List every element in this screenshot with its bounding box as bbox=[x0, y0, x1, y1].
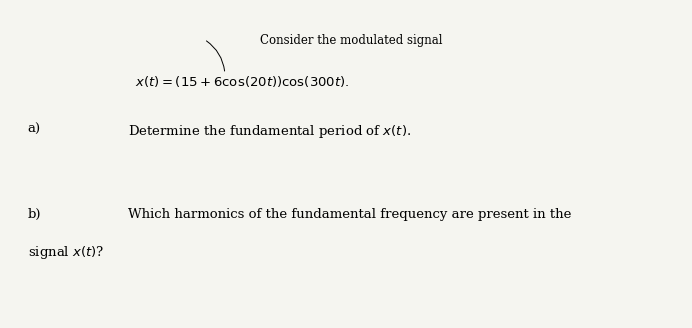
Text: Consider the modulated signal: Consider the modulated signal bbox=[260, 34, 442, 48]
Text: signal $x(t)$?: signal $x(t)$? bbox=[28, 244, 104, 261]
Text: b): b) bbox=[28, 208, 42, 221]
Text: $x(t)=(15+6\cos(20t))\cos(300t).$: $x(t)=(15+6\cos(20t))\cos(300t).$ bbox=[135, 74, 349, 89]
Text: Which harmonics of the fundamental frequency are present in the: Which harmonics of the fundamental frequ… bbox=[128, 208, 572, 221]
Text: a): a) bbox=[28, 123, 41, 136]
Text: Determine the fundamental period of $x(t)$.: Determine the fundamental period of $x(t… bbox=[128, 123, 411, 140]
